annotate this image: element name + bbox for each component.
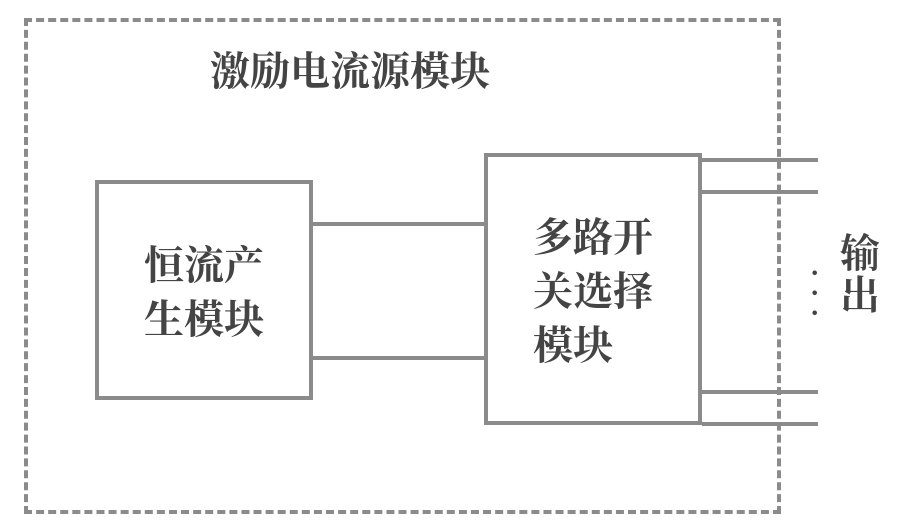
wire [702, 158, 818, 162]
wire [702, 390, 818, 394]
module-title: 激励电流源模块 [210, 40, 490, 97]
block-constant-current: 恒流产生模块 [95, 180, 313, 400]
wire [313, 222, 484, 226]
block-mux-switch: 多路开关选择模块 [484, 153, 702, 425]
block-constant-current-label: 恒流产生模块 [144, 236, 264, 344]
ellipsis-dots: ··· [810, 262, 819, 322]
wire [313, 356, 484, 360]
block-mux-switch-label: 多路开关选择模块 [533, 208, 653, 370]
output-label: 输出 [840, 230, 880, 314]
wire [702, 422, 818, 426]
wire [702, 190, 818, 194]
